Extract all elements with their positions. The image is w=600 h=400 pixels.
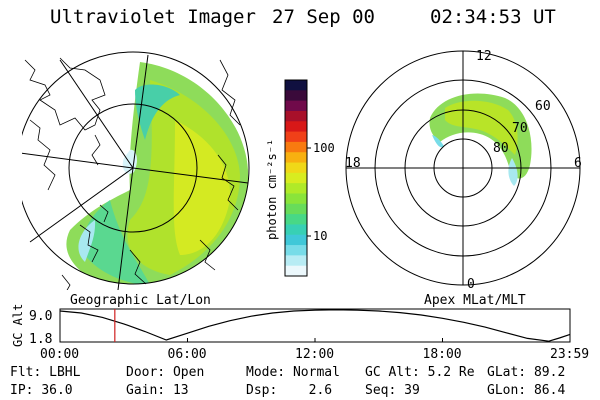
gain-info: Gain: 13 xyxy=(126,383,189,398)
dsp-value: 2.6 xyxy=(308,383,333,398)
seq-value: 39 xyxy=(404,383,420,398)
colorbar-segment xyxy=(285,234,307,246)
colorbar-tick-100: 100 xyxy=(313,141,335,155)
orbit-x-tick-label: 00:00 xyxy=(40,347,79,362)
ip-info: IP: 36.0 xyxy=(10,383,73,398)
glat-info: GLat: 89.2 xyxy=(487,365,566,380)
lat-label-80: 80 xyxy=(493,141,509,156)
orbit-altitude-line xyxy=(59,309,571,342)
colorbar-segment xyxy=(285,265,307,277)
mlt-label-0: 0 xyxy=(467,277,475,292)
colorbar-segment xyxy=(285,131,307,143)
orbit-x-ticks: 00:00 06:00 12:00 18:00 23:59 xyxy=(40,338,589,362)
coastline-outlines xyxy=(24,57,241,290)
colorbar-unit-label: photon cm⁻²s⁻¹ xyxy=(265,139,279,240)
orbit-x-tick-label: 06:00 xyxy=(168,347,207,362)
mlt-label-6: 6 xyxy=(574,156,582,171)
orbit-plot-frame xyxy=(59,308,571,343)
instrument-title: Ultraviolet Imager xyxy=(50,6,256,28)
orbit-x-tick-label: 23:59 xyxy=(550,347,589,362)
door-info: Door: Open xyxy=(126,365,205,380)
orbit-x-tick-label: 18:00 xyxy=(423,347,462,362)
colorbar-segment xyxy=(285,245,307,256)
colorbar-segment xyxy=(285,80,307,91)
filter-value: LBHL xyxy=(49,365,81,380)
glon-value: 86.4 xyxy=(533,383,566,398)
mlt-label-12: 12 xyxy=(476,49,492,64)
colorbar-segment xyxy=(285,121,307,133)
colorbar-tick-10: 10 xyxy=(313,229,327,243)
colorbar-gradient xyxy=(285,80,307,277)
auroral-emission-region xyxy=(66,62,249,284)
colorbar-segment xyxy=(285,110,307,122)
colorbar-segment xyxy=(285,203,307,215)
lat-label-60: 60 xyxy=(535,99,551,114)
filter-info: Flt: LBHL xyxy=(10,365,81,380)
glon-info: GLon: 86.4 xyxy=(487,383,566,398)
mlt-label-18: 18 xyxy=(345,156,361,171)
colorbar-segment xyxy=(285,224,307,236)
colorbar-segment xyxy=(285,90,307,102)
apex-caption: Apex MLat/MLT xyxy=(424,293,526,308)
colorbar-segment xyxy=(285,193,307,205)
colorbar-segment xyxy=(285,100,307,112)
colorbar-segment xyxy=(285,255,307,267)
gc-alt-info: GC Alt: 5.2 Re xyxy=(365,365,475,380)
mode-value: Normal xyxy=(292,365,340,380)
time-label: 02:34:53 UT xyxy=(430,6,556,28)
ip-value: 36.0 xyxy=(41,383,73,398)
geographic-caption: Geographic Lat/Lon xyxy=(70,293,211,308)
colorbar-segment xyxy=(285,214,307,225)
dsp-info: Dsp: 2.6 xyxy=(246,383,333,398)
orbit-y-label: GC Alt xyxy=(11,304,25,347)
colorbar-segment xyxy=(285,152,307,164)
door-value: Open xyxy=(172,365,205,380)
gain-value: 13 xyxy=(172,383,189,398)
colorbar-segment xyxy=(285,162,307,174)
orbit-ytick-low: 1.8 xyxy=(29,332,52,347)
gc-alt-value: 5.2 Re xyxy=(427,365,475,380)
date-label: 27 Sep 00 xyxy=(272,6,375,28)
seq-info: Seq: 39 xyxy=(365,383,420,398)
colorbar-segment xyxy=(285,183,307,194)
orbit-x-tick-label: 12:00 xyxy=(295,347,334,362)
colorbar-segment xyxy=(285,172,307,184)
mode-info: Mode: Normal xyxy=(246,365,340,380)
colorbar-segment xyxy=(285,141,307,153)
glat-value: 89.2 xyxy=(533,365,566,380)
lat-label-70: 70 xyxy=(512,121,528,136)
orbit-ytick-high: 9.0 xyxy=(29,309,52,324)
